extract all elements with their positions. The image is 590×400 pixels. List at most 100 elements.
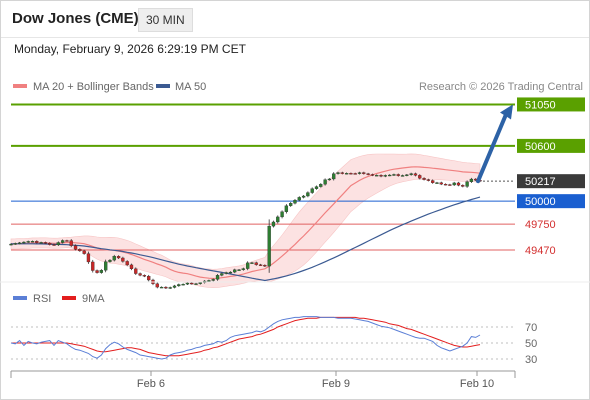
candle-body [147,276,151,281]
rsi-ma-line [11,316,481,357]
rsi-tick-50: 50 [525,338,537,350]
candle-body [211,279,215,281]
rsi-ma-legend-label: 9MA [82,293,105,305]
candle-body [52,244,56,246]
candle-body [43,242,48,244]
candle-body [344,173,349,175]
candle-body [310,188,314,193]
candle-body [95,270,99,273]
rsi-tick-70: 70 [525,322,537,334]
ma50-legend-label: MA 50 [175,81,206,93]
ma20-legend-label: MA 20 + Bollinger Bands [33,81,154,93]
candle-body [297,197,301,201]
candle-body [271,221,276,227]
candle-body [86,253,91,263]
candle-body [73,245,78,250]
chart-title: Dow Jones (CME) [12,10,139,27]
rsi-ma-legend-swatch [62,296,76,300]
candle-body [353,173,357,175]
candle-body [104,261,108,271]
candle-body [461,185,465,187]
candle-body [366,173,370,175]
rsi-legend-label: RSI [33,293,51,305]
candle-body [65,240,69,242]
candle-body [400,175,405,177]
candle-body [39,242,43,244]
last-price-badge [517,174,585,189]
candle-body [185,282,190,285]
candle-body [418,175,422,179]
candle-body [383,175,387,177]
candle-body [35,241,39,243]
ma20-line [10,166,481,280]
candle-body [349,173,353,175]
candle-body [280,211,284,218]
candle-body [293,199,297,204]
level-badge-51050 [517,97,585,112]
candle-body [319,184,323,187]
candle-body [237,269,241,271]
candle-body [422,178,426,180]
candle-body [207,280,211,282]
candle-body [263,265,267,267]
target-arrow [476,112,508,184]
candle-body [289,203,293,206]
candle-body [426,179,431,181]
candle-body [405,174,409,176]
candle-body [250,262,254,264]
candle-body [30,241,35,243]
candle-body [190,282,194,285]
candle-body [435,182,439,184]
title-bar: Dow Jones (CME) 30 MIN [1,1,589,38]
bollinger-band [10,153,481,289]
candle-body [396,174,400,176]
x-tick-label: Feb 9 [322,378,350,390]
level-label-49750: 49750 [525,219,556,231]
candle-body [82,250,86,254]
candle-body [431,180,435,183]
candle-body [233,269,237,273]
level-label-49470: 49470 [525,245,556,257]
candle-body [168,287,172,289]
rsi-legend-swatch [13,296,27,300]
candle-body [323,179,327,185]
candle-body [379,175,383,177]
x-tick-label: Feb 6 [137,378,165,390]
candle-body [336,172,340,174]
candle-body [177,284,181,287]
last-price-label: 50217 [525,176,556,188]
candle-body [357,172,362,174]
candle-body [138,273,142,276]
candle-body [220,273,224,276]
candle-body [56,242,60,246]
candle-body [362,172,366,174]
candle-body [306,192,310,197]
candle-body [121,257,125,262]
x-tick-label: Feb 10 [460,378,494,390]
candle-body [142,275,147,277]
candle-body [246,262,250,269]
candle-body [469,178,474,182]
candle-body [108,259,112,262]
candle-body [17,242,22,244]
candle-body [392,174,396,176]
candle-body [413,173,418,176]
candle-body [241,268,245,270]
level-badge-50600 [517,138,585,153]
timeframe-button[interactable]: 30 MIN [138,8,193,32]
candle-body [340,172,344,174]
candle-body [159,286,164,289]
candle-body [327,178,332,181]
candle-body [314,186,319,189]
timestamp: Monday, February 9, 2026 6:29:19 PM CET [14,42,246,56]
candle-body [9,243,13,246]
ma50-line [11,196,481,282]
candle-body [332,173,336,180]
candle-body [375,175,379,177]
candle-body [387,174,392,177]
candle-body [60,240,65,243]
candle-body [443,183,448,186]
candle-body [465,181,469,187]
